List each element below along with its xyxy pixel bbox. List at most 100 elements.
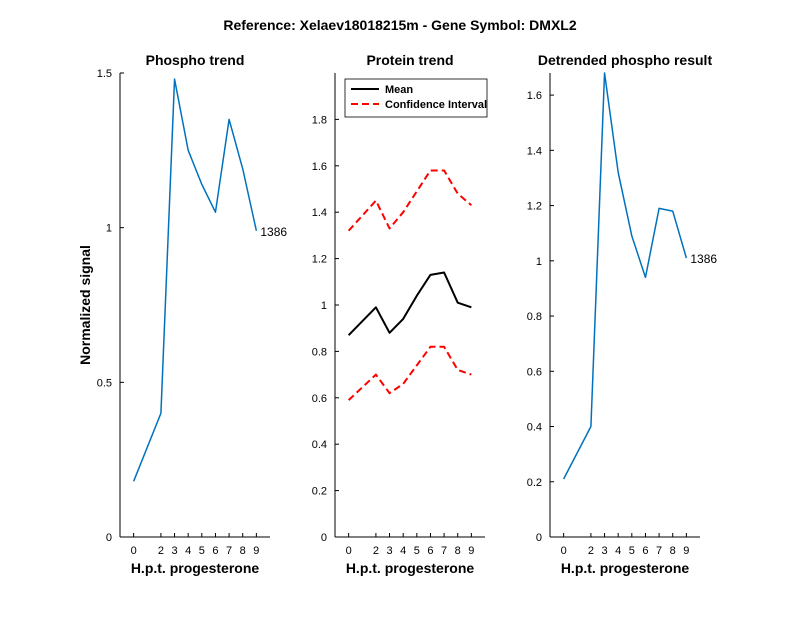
data-point: [470, 204, 472, 206]
x-tick-label: 9: [253, 545, 259, 557]
data-point: [214, 211, 216, 213]
y-tick-label: 1.8: [312, 114, 327, 126]
x-tick-label: 3: [386, 545, 392, 557]
y-tick-label: 0.5: [97, 377, 112, 389]
panel-title: Phospho trend: [146, 52, 245, 68]
y-tick-label: 0: [106, 532, 112, 544]
data-point: [402, 318, 404, 320]
series-line-1: [562, 72, 688, 480]
data-point: [348, 399, 350, 401]
data-point: [228, 118, 230, 120]
data-point: [443, 272, 445, 274]
chart-panel-3: Detrended phospho result 0 2 3 4 5 6 7 8 9 0 0.2 0.4…: [527, 52, 718, 576]
x-tick-label: 6: [642, 545, 648, 557]
data-point: [563, 478, 565, 480]
data-point: [429, 274, 431, 276]
x-tick-label: 4: [185, 545, 191, 557]
y-tick-label: 1.6: [312, 161, 327, 173]
y-tick-label: 0.2: [527, 477, 542, 489]
x-tick-label: 3: [171, 545, 177, 557]
data-point: [375, 306, 377, 308]
y-tick-label: 0: [536, 532, 542, 544]
x-tick-label: 8: [455, 545, 461, 557]
data-point: [644, 276, 646, 278]
data-point: [348, 334, 350, 336]
data-point: [242, 168, 244, 170]
x-tick-label: 6: [212, 545, 218, 557]
x-tick-label: 2: [373, 545, 379, 557]
data-point: [590, 426, 592, 428]
x-tick-label: 7: [656, 545, 662, 557]
chart-panel-1: Phospho trend 0 2 3 4 5 6 7 8 9 0 0.5 1 1.5 H.p.t. pro…: [77, 52, 287, 576]
data-point: [457, 193, 459, 195]
data-point: [457, 302, 459, 304]
data-point: [187, 149, 189, 151]
data-point: [658, 207, 660, 209]
data-point: [429, 346, 431, 348]
legend-label: Mean: [385, 84, 413, 96]
y-tick-label: 0.4: [312, 439, 327, 451]
x-tick-label: 8: [240, 545, 246, 557]
y-tick-label: 1.4: [312, 207, 327, 219]
y-tick-label: 0.6: [312, 393, 327, 405]
x-tick-label: 8: [670, 545, 676, 557]
x-axis-label: H.p.t. progesterone: [131, 560, 260, 576]
data-point: [402, 211, 404, 213]
legend-box: [344, 78, 488, 118]
chart-panel-2: Protein trend 0 2 3 4 5 6 7 8 9 0 0.2 0.4 0.6 0.8 1 1.2 1…: [312, 52, 488, 576]
series-end-label: 1386: [260, 225, 287, 239]
y-tick-label: 0: [321, 532, 327, 544]
series-line-1: [347, 271, 472, 336]
data-point: [443, 169, 445, 171]
data-point: [201, 183, 203, 185]
data-point: [470, 306, 472, 308]
x-tick-label: 7: [441, 545, 447, 557]
data-point: [429, 169, 431, 171]
data-point: [375, 200, 377, 202]
legend: Mean Confidence Interval: [344, 78, 488, 118]
data-point: [416, 364, 418, 366]
y-tick-label: 1: [536, 256, 542, 268]
x-axis-label: H.p.t. progesterone: [346, 560, 475, 576]
x-tick-label: 5: [199, 545, 205, 557]
series-end-label: 1386: [690, 252, 717, 266]
data-point: [348, 230, 350, 232]
x-tick-label: 0: [561, 545, 567, 557]
x-tick-label: 9: [468, 545, 474, 557]
x-tick-label: 5: [414, 545, 420, 557]
y-tick-label: 0.8: [527, 311, 542, 323]
x-tick-label: 0: [346, 545, 352, 557]
y-tick-label: 0.4: [527, 422, 542, 434]
x-tick-label: 7: [226, 545, 232, 557]
data-point: [174, 78, 176, 80]
data-point: [389, 392, 391, 394]
data-point: [672, 210, 674, 212]
series-line-2: [347, 169, 473, 232]
y-tick-label: 0.8: [312, 346, 327, 358]
data-point: [160, 412, 162, 414]
data-point: [631, 235, 633, 237]
y-tick-label: 1: [106, 223, 112, 235]
panel-title: Detrended phospho result: [538, 52, 713, 68]
x-tick-label: 4: [615, 545, 621, 557]
data-point: [255, 230, 257, 232]
y-tick-label: 1: [321, 300, 327, 312]
y-tick-label: 1.4: [527, 145, 542, 157]
y-tick-label: 0.2: [312, 486, 327, 498]
data-point: [375, 374, 377, 376]
x-tick-label: 5: [629, 545, 635, 557]
y-tick-label: 1.2: [527, 201, 542, 213]
data-point: [617, 171, 619, 173]
x-tick-label: 3: [601, 545, 607, 557]
data-point: [416, 190, 418, 192]
y-axis-label: Normalized signal: [77, 245, 93, 365]
data-point: [133, 480, 135, 482]
panel-title: Protein trend: [366, 52, 453, 68]
data-point: [416, 295, 418, 297]
data-point: [389, 227, 391, 229]
data-point: [604, 72, 606, 74]
x-tick-label: 9: [683, 545, 689, 557]
x-axis-label: H.p.t. progesterone: [561, 560, 690, 576]
series-line-3: [347, 345, 472, 401]
